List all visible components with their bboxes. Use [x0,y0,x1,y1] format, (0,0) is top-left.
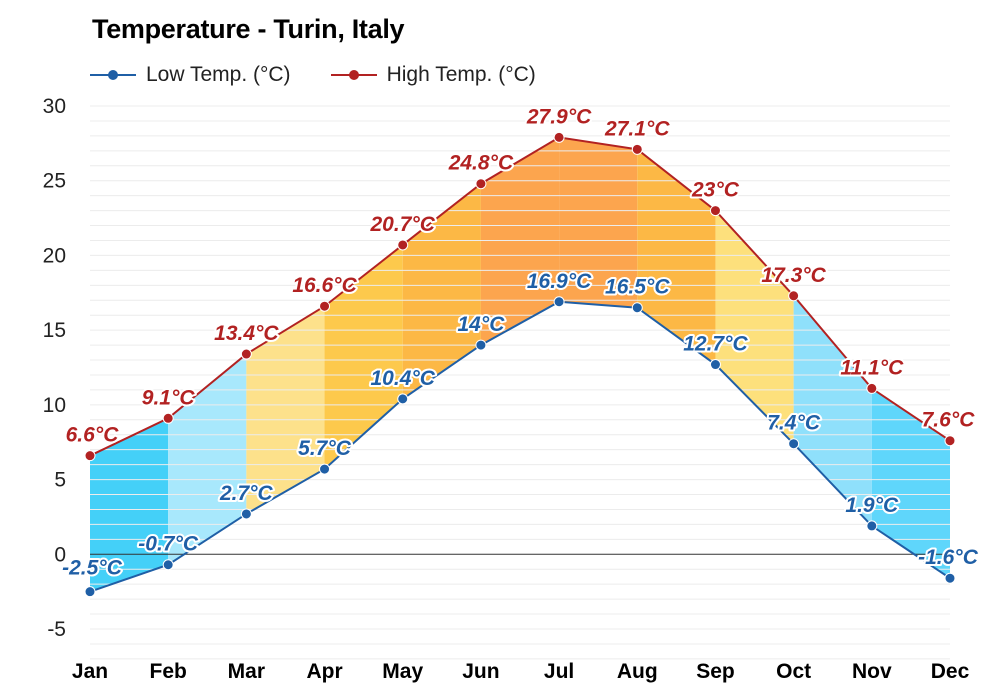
y-axis: -5 0 5 10 15 20 25 30 [43,95,66,641]
legend-label-low: Low Temp. (°C) [146,63,291,86]
low-temp-point-nov[interactable] [866,520,878,532]
month-label-aug: Aug [617,660,658,683]
low-temp-label-mar: 2.7°C [219,482,274,505]
y-tick-label: 5 [54,469,66,492]
high-temp-label-feb: 9.1°C [142,386,196,409]
high-temp-point-dec[interactable] [944,435,956,447]
x-axis: Jan Feb Mar Apr May Jun Jul Aug Sep Oct Nov Dec [72,660,970,683]
series-lines [89,136,951,593]
band-feb [168,354,247,565]
grid-lines [90,105,950,660]
legend-marker-low [90,70,136,80]
high-temp-label-jun: 24.8°C [448,152,514,175]
high-temp-point-may[interactable] [397,239,409,251]
band-jul [559,137,638,308]
month-label-mar: Mar [228,660,265,683]
low-temp-label-apr: 5.7°C [298,437,352,460]
low-temp-label-jul: 16.9°C [527,270,592,293]
y-tick-label: -5 [47,618,66,641]
low-temp-point-oct[interactable] [788,438,800,450]
band-mar [246,306,325,514]
high-temp-label-aug: 27.1°C [604,117,670,140]
high-temp-point-jun[interactable] [475,178,487,190]
data-labels: -2.5°C -0.7°C 2.7°C 5.7°C 10.4°C 14°C 16.9°C 16… [60,103,981,581]
low-temp-line [89,300,951,593]
legend-item-low[interactable]: Low Temp. (°C) [90,63,291,87]
high-temp-point-apr[interactable] [319,300,331,312]
band-sep [715,210,794,444]
low-temp-point-mar[interactable] [240,508,252,520]
high-temp-point-oct[interactable] [788,290,800,302]
y-tick-label: 20 [43,244,66,267]
low-temp-label-aug: 16.5°C [605,276,670,299]
y-tick-label: 25 [43,170,66,193]
temperature-bands [90,137,950,592]
series-points [84,131,956,598]
month-label-jan: Jan [72,660,108,683]
high-temp-point-mar[interactable] [240,348,252,360]
month-label-sep: Sep [696,660,735,683]
high-temp-label-apr: 16.6°C [292,274,357,297]
band-apr [324,244,403,470]
low-temp-label-jan: -2.5°C [62,557,123,580]
high-temp-label-jan: 6.6°C [66,424,120,447]
y-tick-label: 30 [43,95,66,118]
high-temp-label-nov: 11.1°C [840,356,904,379]
month-label-oct: Oct [776,660,811,683]
low-temp-point-jan[interactable] [84,586,96,598]
low-temp-point-may[interactable] [397,393,409,405]
high-temp-point-feb[interactable] [162,412,174,424]
month-label-feb: Feb [150,660,187,683]
low-temp-point-dec[interactable] [944,572,956,584]
high-temp-point-jan[interactable] [84,450,96,462]
low-temp-label-dec: -1.6°C [918,546,979,569]
month-label-jun: Jun [462,660,499,683]
high-temp-label-mar: 13.4°C [214,322,279,345]
band-jun [480,137,560,346]
band-aug [637,149,716,365]
low-temp-point-jun[interactable] [475,339,487,351]
high-temp-point-nov[interactable] [866,382,878,394]
low-temp-point-apr[interactable] [319,463,331,475]
high-temp-label-oct: 17.3°C [761,264,826,287]
band-nov [871,388,950,579]
high-temp-label-dec: 7.6°C [922,409,976,432]
low-temp-point-aug[interactable] [631,302,643,314]
low-temp-label-may: 10.4°C [371,367,436,390]
high-temp-label-may: 20.7°C [370,213,436,236]
month-label-nov: Nov [852,660,892,683]
chart-title: Temperature - Turin, Italy [92,14,405,44]
high-temp-point-sep[interactable] [709,205,721,217]
low-temp-point-jul[interactable] [553,296,565,308]
high-temp-point-aug[interactable] [631,143,643,155]
low-temp-label-sep: 12.7°C [683,333,748,356]
low-temp-point-feb[interactable] [162,559,174,571]
y-tick-label: 10 [43,394,66,417]
low-temp-label-jun: 14°C [457,313,505,336]
y-tick-label: 0 [54,543,66,566]
low-temp-point-sep[interactable] [709,359,721,371]
low-temp-label-feb: -0.7°C [138,533,199,556]
legend-label-high: High Temp. (°C) [386,63,536,86]
high-temp-point-jul[interactable] [553,131,565,143]
high-temp-label-sep: 23°C [691,179,740,202]
high-temp-line [89,136,951,457]
month-label-may: May [382,660,423,683]
low-temp-label-oct: 7.4°C [767,412,821,435]
month-label-dec: Dec [931,660,970,683]
month-label-jul: Jul [544,660,574,683]
legend: Low Temp. (°C) High Temp. (°C) [90,60,576,90]
band-jan [90,418,169,592]
legend-marker-high [330,70,377,80]
high-temp-label-jul: 27.9°C [526,105,592,128]
month-label-apr: Apr [306,660,342,683]
low-temp-label-nov: 1.9°C [845,494,899,517]
band-oct [793,295,872,526]
y-tick-label: 15 [43,319,66,342]
legend-item-high[interactable]: High Temp. (°C) [330,63,536,87]
